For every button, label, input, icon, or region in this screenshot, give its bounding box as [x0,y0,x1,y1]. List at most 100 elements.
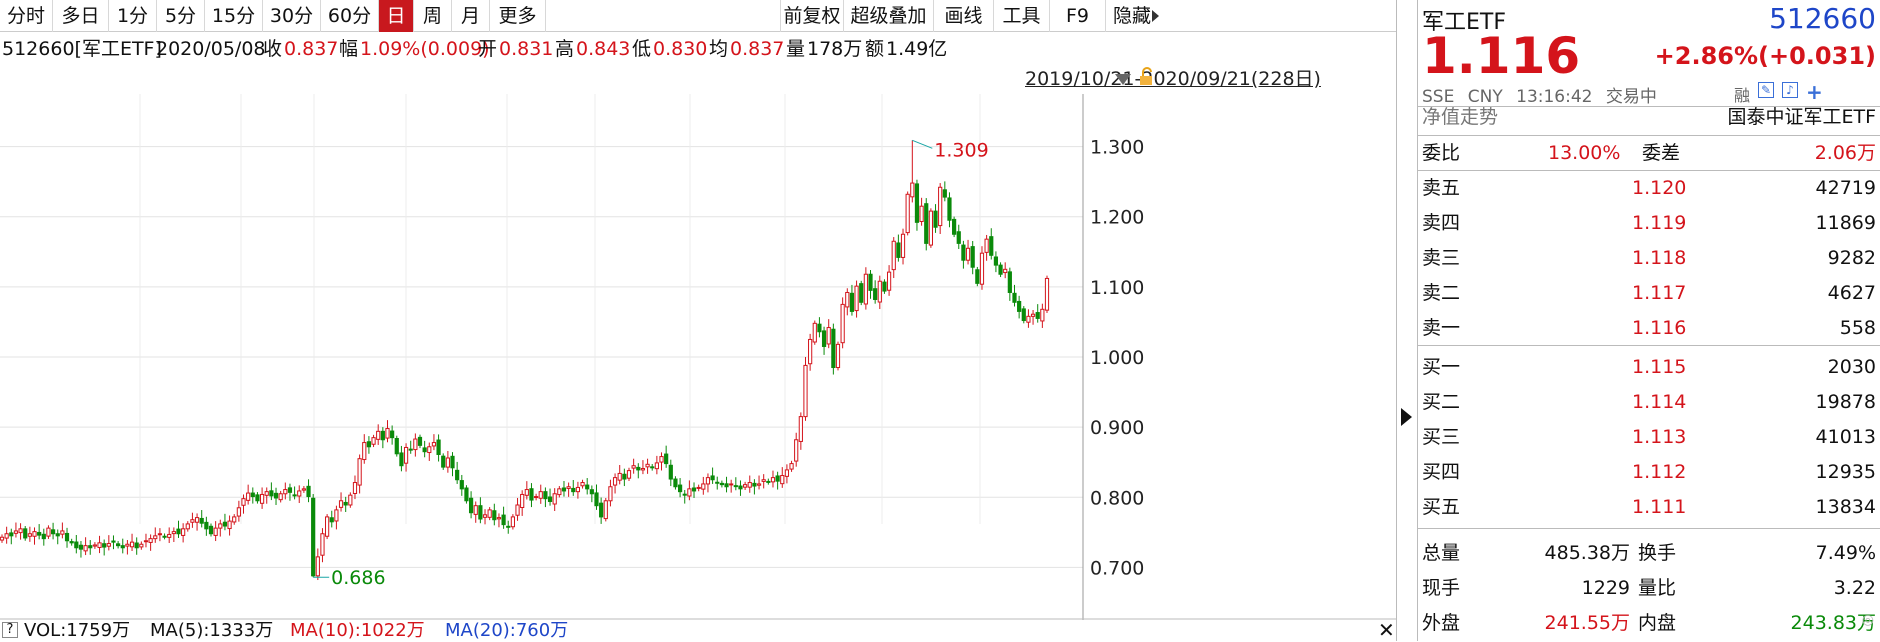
candle[interactable] [32,527,37,545]
candle[interactable] [487,507,492,521]
candle[interactable] [520,490,525,516]
candle[interactable] [715,476,720,490]
candle[interactable] [510,514,515,530]
candle[interactable] [882,279,887,294]
candle[interactable] [682,489,687,504]
candle[interactable] [733,477,738,491]
candle[interactable] [1007,267,1012,301]
candle[interactable] [705,473,711,493]
candle[interactable] [236,500,241,522]
candle[interactable] [116,541,121,549]
candle[interactable] [557,486,562,498]
candle[interactable] [891,237,896,279]
bid-row[interactable]: 买三 1.113 41013 [1418,420,1880,455]
candle[interactable] [770,470,776,488]
close-icon[interactable]: ✕ [1378,618,1395,642]
candle[interactable] [687,480,692,501]
candle[interactable] [975,266,980,287]
candle[interactable] [780,467,785,488]
draw-line-button[interactable]: 画线 [934,0,994,32]
candle[interactable] [445,450,450,473]
candle[interactable] [334,505,339,530]
candle[interactable] [292,486,297,500]
candle[interactable] [278,490,283,503]
date-range-selector[interactable]: 2019/10/21-2020/09/21(228日) [1025,68,1321,90]
candle[interactable] [989,228,994,260]
candle[interactable] [329,510,334,528]
candle[interactable] [798,412,803,450]
candle[interactable] [380,427,385,449]
candle[interactable] [515,497,520,521]
candle[interactable] [78,541,84,558]
candle[interactable] [1026,309,1031,328]
candle[interactable] [181,523,186,543]
candle[interactable] [102,539,107,556]
candle[interactable] [603,497,608,522]
candle[interactable] [311,494,316,578]
candle[interactable] [468,491,474,519]
candle[interactable] [1035,304,1040,323]
candle[interactable] [863,267,868,310]
candle[interactable] [190,512,195,528]
candle[interactable] [984,234,989,261]
ask-row[interactable]: 卖五 1.120 42719 [1418,171,1880,206]
candle[interactable] [23,526,28,541]
candle[interactable] [794,432,799,467]
candle[interactable] [761,474,766,489]
candle[interactable] [947,192,952,228]
candle[interactable] [153,527,158,543]
candle[interactable] [241,494,246,514]
candle[interactable] [938,183,943,234]
candle[interactable] [64,527,70,548]
tab-more[interactable]: 更多 [490,0,546,32]
candle[interactable] [589,485,594,503]
candle[interactable] [60,522,65,539]
candle[interactable] [877,275,882,310]
candle[interactable] [213,521,218,542]
help-icon[interactable]: ? [2,622,18,638]
candle[interactable] [204,516,209,536]
candle[interactable] [450,452,455,477]
candle[interactable] [385,420,390,443]
candle[interactable] [106,535,111,551]
candle[interactable] [905,191,910,236]
candle[interactable] [1040,303,1045,328]
candle[interactable] [227,515,232,536]
hide-arrow-icon[interactable] [1152,10,1159,22]
candle[interactable] [547,488,553,506]
candle[interactable] [803,357,808,421]
candle[interactable] [482,509,488,525]
candle[interactable] [775,471,780,490]
candle[interactable] [92,542,97,549]
candle[interactable] [362,434,367,464]
candle[interactable] [111,535,116,550]
candle[interactable] [812,320,817,345]
candle[interactable] [729,479,734,493]
candle[interactable] [222,513,228,531]
candle[interactable] [129,533,135,551]
candle[interactable] [250,487,255,504]
candle[interactable] [1017,295,1022,319]
candle[interactable] [608,479,613,507]
candle[interactable] [320,528,325,563]
candle[interactable] [194,513,200,531]
candle[interactable] [789,460,794,472]
candle[interactable] [4,526,9,544]
candle[interactable] [1044,275,1050,313]
candle[interactable] [441,453,446,470]
candle[interactable] [417,434,423,449]
candle[interactable] [83,537,88,556]
candle[interactable] [538,484,543,504]
candle[interactable] [659,452,664,471]
candle[interactable] [961,240,966,269]
candle[interactable] [580,479,585,489]
lock-icon[interactable] [1137,66,1157,88]
candle[interactable] [171,527,176,543]
candle[interactable] [343,496,348,512]
candle[interactable] [413,433,418,457]
candle[interactable] [631,458,636,474]
candle[interactable] [585,478,590,495]
candle[interactable] [645,458,650,474]
panel-splitter[interactable] [1396,0,1418,641]
candle[interactable] [134,537,139,555]
